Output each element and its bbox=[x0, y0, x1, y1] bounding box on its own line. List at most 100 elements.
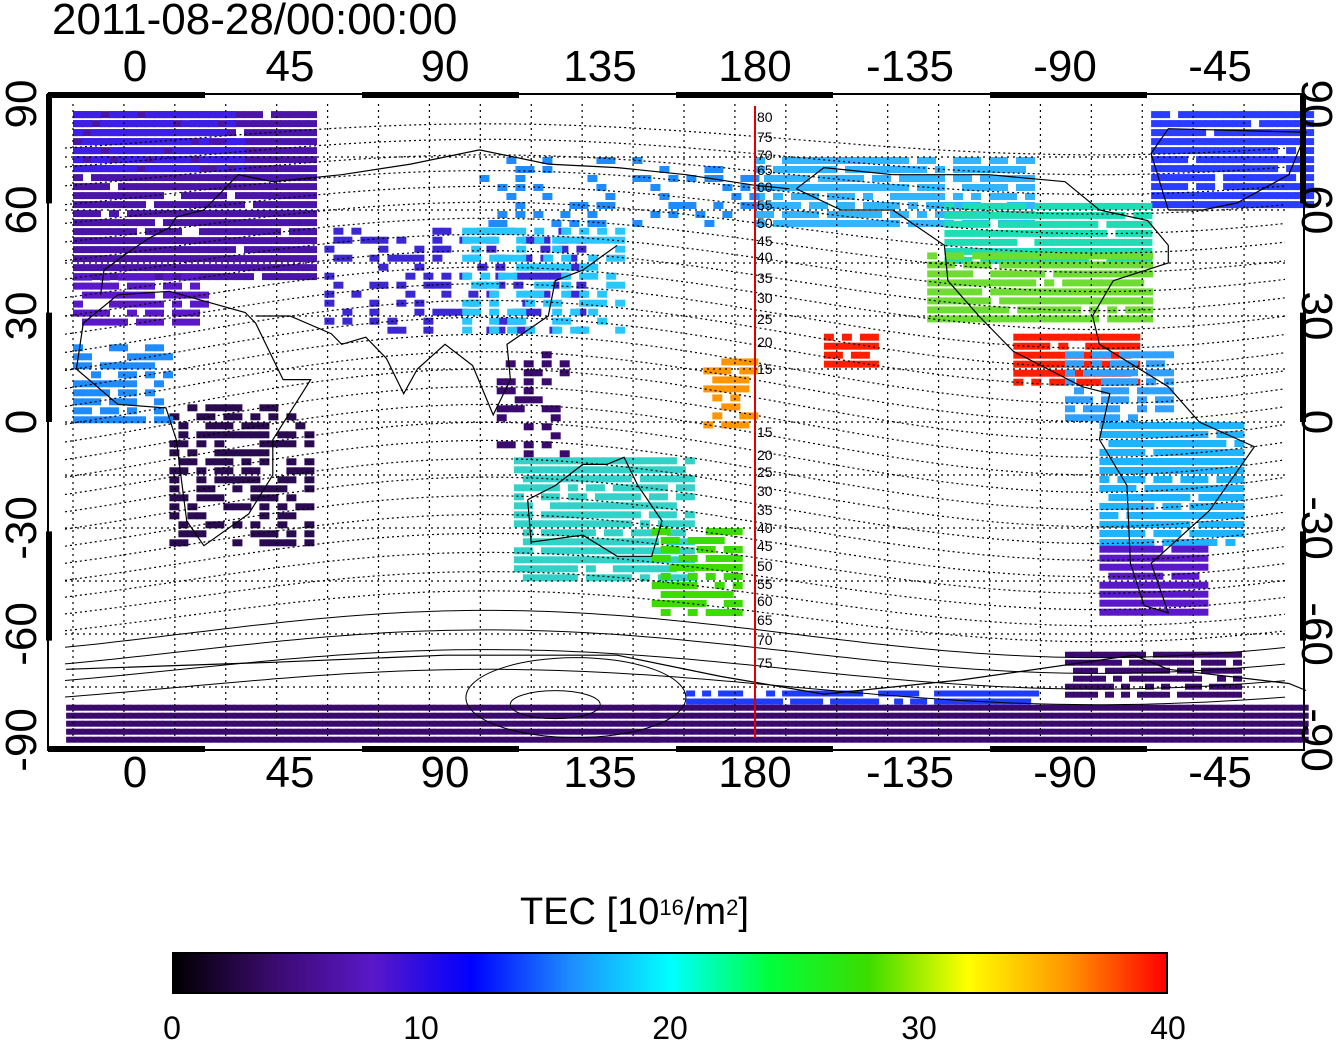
tec-cell bbox=[1117, 572, 1128, 580]
contour-label: 60 bbox=[757, 593, 773, 609]
tec-cell bbox=[277, 431, 288, 439]
geomagnetic-contour bbox=[64, 368, 1286, 441]
tec-cell bbox=[1135, 530, 1146, 537]
tec-cell bbox=[1216, 449, 1227, 456]
tec-cell bbox=[1052, 211, 1063, 219]
tec-cell bbox=[1201, 691, 1210, 698]
tec-cell bbox=[1179, 728, 1189, 735]
tec-cell bbox=[1003, 712, 1013, 719]
tec-cell bbox=[648, 466, 659, 474]
tec-cell bbox=[630, 484, 641, 492]
tec-cell bbox=[1059, 712, 1069, 719]
tec-cell bbox=[990, 698, 1000, 705]
tec-cell bbox=[1203, 704, 1213, 711]
tec-cell bbox=[602, 728, 612, 735]
tec-cell bbox=[1209, 651, 1218, 658]
tec-cell bbox=[1117, 449, 1128, 456]
tec-cell bbox=[1131, 736, 1141, 743]
colorbar-title: TEC [1016/m2] bbox=[520, 890, 749, 934]
tec-cell bbox=[235, 147, 245, 155]
tec-cell bbox=[1043, 211, 1054, 219]
tec-cell bbox=[91, 138, 101, 146]
tec-cell bbox=[507, 308, 518, 316]
tec-cell bbox=[809, 184, 819, 191]
tec-cell bbox=[1089, 675, 1098, 682]
tec-cell bbox=[109, 174, 119, 182]
tec-cell bbox=[514, 405, 525, 413]
tec-cell bbox=[587, 175, 598, 182]
tec-cell bbox=[1007, 229, 1018, 237]
tec-cell bbox=[1106, 247, 1117, 255]
tec-cell bbox=[268, 485, 279, 493]
tec-cell bbox=[648, 511, 659, 519]
tec-cell bbox=[1076, 333, 1087, 341]
tec-cell bbox=[1233, 659, 1242, 666]
tec-cell bbox=[468, 290, 479, 298]
tec-cell bbox=[169, 440, 180, 448]
tec-cell bbox=[963, 261, 974, 269]
tec-cell bbox=[441, 281, 452, 289]
tec-cell bbox=[559, 450, 570, 458]
tec-cell bbox=[170, 712, 180, 719]
tec-cell bbox=[1034, 238, 1045, 246]
tec-cell bbox=[626, 712, 636, 719]
tec-cell bbox=[307, 129, 317, 137]
tec-cell bbox=[1189, 476, 1200, 483]
tec-cell bbox=[217, 210, 227, 218]
tec-cell bbox=[639, 574, 650, 582]
tec-cell bbox=[1130, 342, 1141, 350]
tec-cell bbox=[1177, 651, 1186, 658]
tec-cell bbox=[514, 396, 525, 404]
tec-cell bbox=[621, 484, 632, 492]
tec-cell bbox=[732, 609, 743, 616]
tec-cell bbox=[1143, 252, 1154, 260]
tec-cell bbox=[684, 493, 695, 501]
colorbar-tick: 10 bbox=[403, 1010, 439, 1046]
tec-cell bbox=[766, 690, 776, 697]
tec-cell bbox=[127, 282, 137, 290]
tec-cell bbox=[1061, 238, 1072, 246]
tec-cell bbox=[497, 184, 508, 191]
tec-cell bbox=[1097, 651, 1106, 658]
tec-cell bbox=[1091, 728, 1101, 735]
tec-cell bbox=[199, 165, 209, 173]
tec-cell bbox=[1268, 201, 1279, 209]
tec-cell bbox=[594, 475, 605, 483]
tec-cell bbox=[971, 736, 981, 743]
tec-cell bbox=[1189, 545, 1200, 553]
tec-cell bbox=[666, 457, 677, 465]
tec-cell bbox=[530, 712, 540, 719]
tec-cell bbox=[748, 358, 759, 366]
tec-cell bbox=[1225, 651, 1234, 658]
tec-cell bbox=[1241, 165, 1252, 173]
tec-cell bbox=[1040, 369, 1051, 377]
tec-cell bbox=[244, 210, 254, 218]
tec-cell bbox=[498, 736, 508, 743]
tec-cell bbox=[290, 728, 300, 735]
tec-cell bbox=[1119, 387, 1129, 395]
tec-cell bbox=[1203, 736, 1213, 743]
tec-cell bbox=[995, 720, 1005, 727]
geomagnetic-contour bbox=[64, 217, 1286, 273]
tec-cell bbox=[1125, 252, 1136, 260]
tec-cell bbox=[1135, 440, 1146, 447]
tec-cell bbox=[118, 147, 128, 155]
tec-cell bbox=[1116, 252, 1127, 260]
tec-cell bbox=[1232, 156, 1243, 164]
tec-cell bbox=[1026, 261, 1037, 269]
tec-cell bbox=[1043, 238, 1054, 246]
tec-cell bbox=[859, 333, 870, 341]
tec-cell bbox=[218, 728, 228, 735]
tec-cell bbox=[1133, 238, 1144, 246]
tec-cell bbox=[1219, 720, 1229, 727]
tec-cell bbox=[1189, 554, 1200, 562]
tec-cell bbox=[999, 270, 1010, 278]
tec-cell bbox=[836, 184, 846, 191]
tec-cell bbox=[791, 157, 801, 164]
tec-cell bbox=[558, 511, 569, 519]
tec-cell bbox=[1108, 467, 1119, 474]
tec-cell bbox=[114, 736, 124, 743]
tec-cell bbox=[552, 317, 563, 325]
tec-cell bbox=[271, 219, 281, 227]
tec-cell bbox=[82, 353, 92, 361]
